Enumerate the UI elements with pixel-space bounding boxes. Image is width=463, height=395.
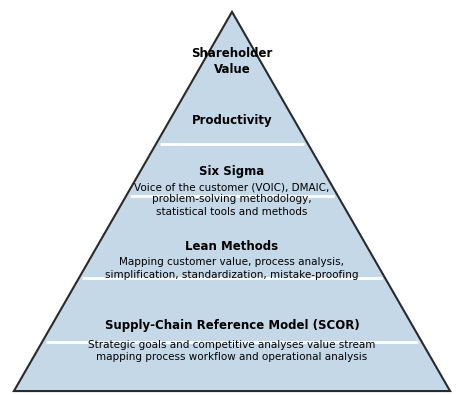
Text: Six Sigma: Six Sigma bbox=[199, 166, 264, 178]
Text: Mapping customer value, process analysis,
simplification, standardization, mista: Mapping customer value, process analysis… bbox=[105, 258, 358, 280]
Text: Supply-Chain Reference Model (SCOR): Supply-Chain Reference Model (SCOR) bbox=[104, 320, 359, 332]
Text: Productivity: Productivity bbox=[191, 114, 272, 127]
Text: Lean Methods: Lean Methods bbox=[185, 241, 278, 253]
Text: Strategic goals and competitive analyses value stream
mapping process workflow a: Strategic goals and competitive analyses… bbox=[88, 340, 375, 362]
Text: Voice of the customer (VOIC), DMAIC,
problem-solving methodology,
statistical to: Voice of the customer (VOIC), DMAIC, pro… bbox=[134, 182, 329, 217]
Text: Shareholder
Value: Shareholder Value bbox=[191, 47, 272, 76]
Polygon shape bbox=[14, 12, 449, 391]
